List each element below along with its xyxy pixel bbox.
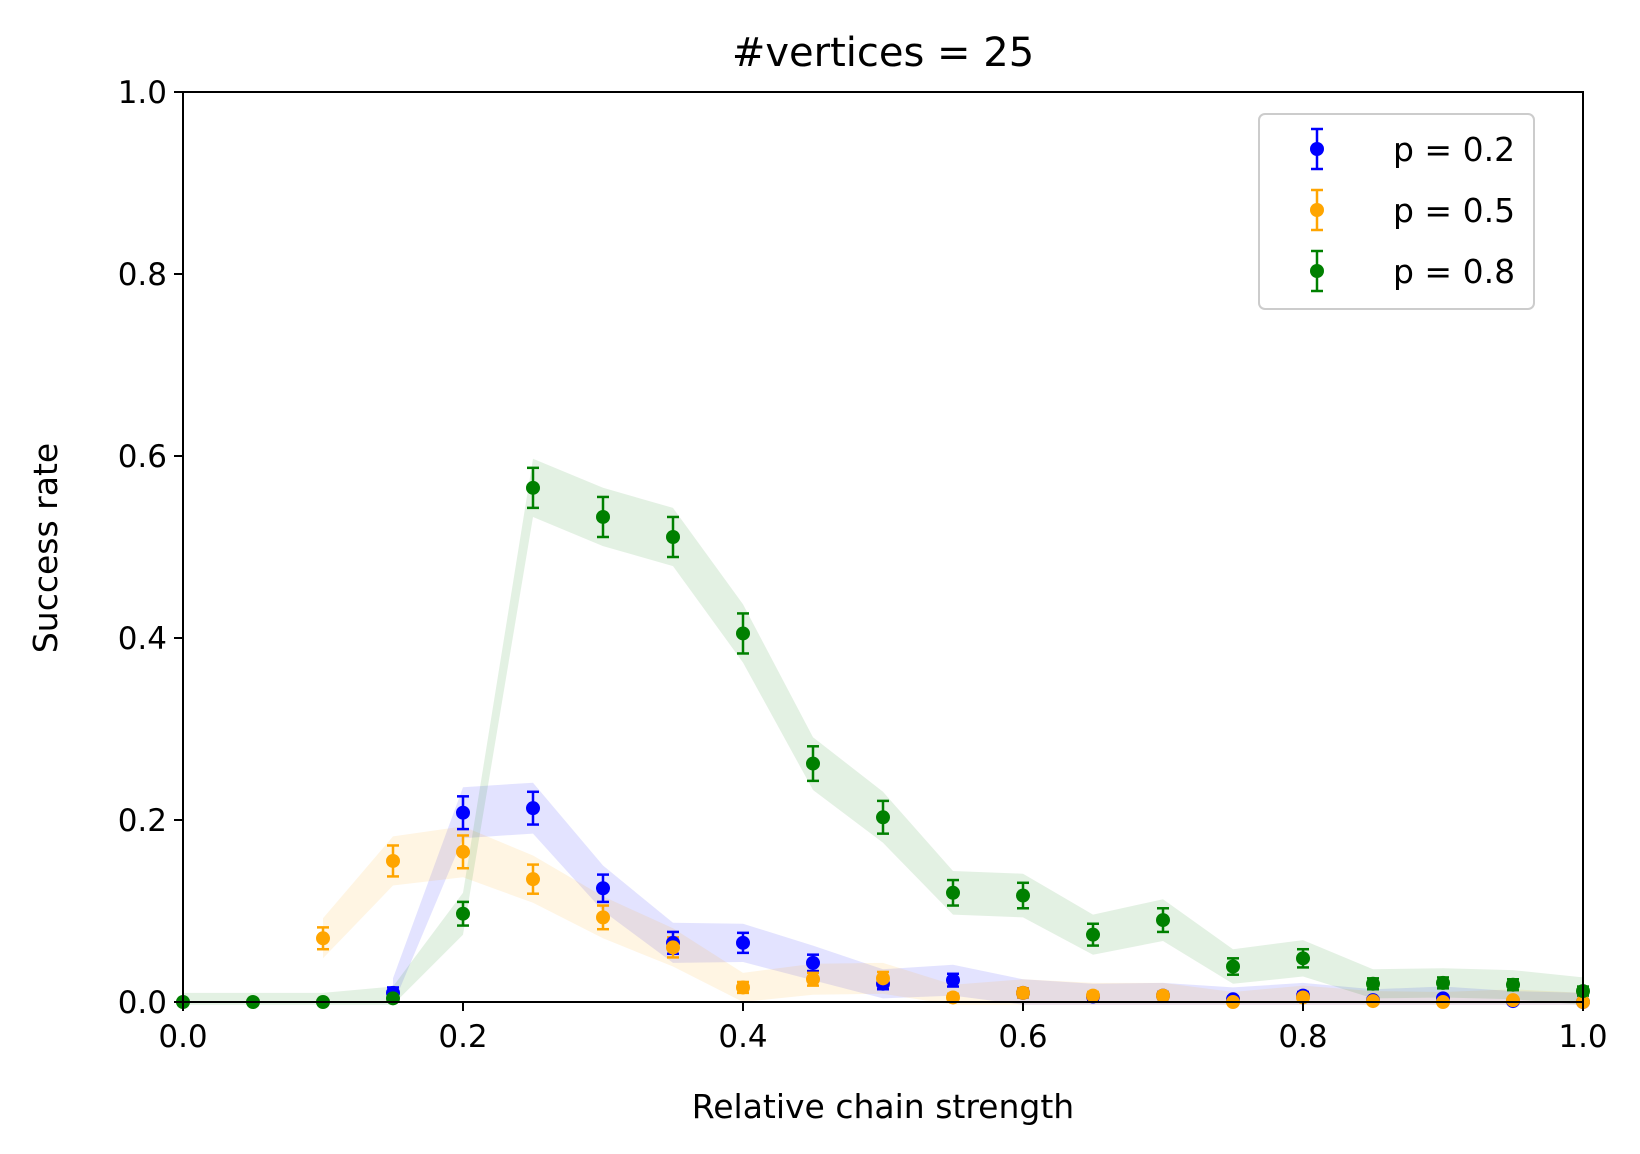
point-s2-8 (736, 626, 750, 641)
x-tick-label-0: 0.0 (158, 1019, 207, 1055)
point-s1-6 (736, 980, 750, 995)
point-s0-5 (736, 935, 750, 950)
x-tick-label-2: 0.4 (718, 1019, 767, 1055)
point-s2-4 (456, 906, 470, 921)
plot-frame (182, 91, 1584, 1003)
point-s1-12 (1156, 988, 1170, 1003)
point-s2-5 (526, 480, 540, 495)
y-tick-label-2: 0.4 (118, 621, 167, 657)
x-tick-label-3: 0.6 (998, 1019, 1047, 1055)
legend-entry-1: p = 0.5 (1310, 188, 1515, 232)
y-axis-label: Success rate (26, 443, 65, 653)
point-s1-3 (526, 872, 540, 887)
point-s1-11 (1086, 988, 1100, 1003)
point-s2-14 (1156, 913, 1170, 928)
legend-marker-1 (1310, 203, 1324, 217)
y-tick-label-0: 0.0 (118, 985, 167, 1021)
x-axis-ticks: 0.0 0.2 0.4 0.6 0.8 1.0 (158, 1002, 1608, 1055)
legend-entry-0: p = 0.2 (1310, 127, 1515, 171)
point-s0-2 (526, 801, 540, 816)
point-s2-7 (666, 529, 680, 544)
point-s1-5 (666, 940, 680, 955)
legend: p = 0.2 p = 0.5 p = 0.8 (1258, 113, 1535, 310)
point-s2-17 (1366, 976, 1380, 991)
point-s1-9 (946, 990, 960, 1005)
point-s1-10 (1016, 985, 1030, 1000)
point-s2-16 (1296, 951, 1310, 966)
point-s2-11 (946, 885, 960, 900)
chart-title: #vertices = 25 (732, 30, 1034, 76)
point-s1-7 (806, 972, 820, 987)
legend-marker-0 (1310, 142, 1324, 156)
band-series-1 (323, 826, 1583, 1005)
point-s2-13 (1086, 927, 1100, 942)
point-s2-10 (876, 810, 890, 825)
point-s0-8 (946, 973, 960, 988)
y-tick-label-5: 1.0 (118, 75, 167, 111)
legend-label-2: p = 0.8 (1393, 252, 1515, 291)
legend-label-0: p = 0.2 (1393, 130, 1515, 169)
point-s0-1 (456, 805, 470, 820)
y-tick-label-1: 0.2 (118, 803, 167, 839)
point-s1-0 (316, 931, 330, 946)
point-s2-3 (386, 991, 400, 1006)
point-s2-9 (806, 756, 820, 771)
y-tick-label-4: 0.8 (118, 257, 167, 293)
band-series-0 (393, 782, 1583, 1005)
data-points (176, 480, 1590, 1009)
point-s2-15 (1226, 959, 1240, 974)
x-axis-label: Relative chain strength (692, 1087, 1074, 1126)
point-s2-18 (1436, 975, 1450, 990)
point-s1-2 (456, 844, 470, 859)
point-s2-6 (596, 509, 610, 524)
y-tick-label-3: 0.6 (118, 439, 167, 475)
x-tick-label-1: 0.2 (438, 1019, 487, 1055)
point-s1-4 (596, 910, 610, 925)
legend-label-1: p = 0.5 (1393, 191, 1515, 230)
x-tick-label-5: 1.0 (1558, 1019, 1607, 1055)
confidence-bands (183, 458, 1583, 1005)
legend-marker-2 (1310, 264, 1324, 278)
y-axis-ticks: 0.0 0.2 0.4 0.6 0.8 1.0 (118, 75, 183, 1021)
point-s1-8 (876, 971, 890, 986)
point-s2-19 (1506, 977, 1520, 992)
x-tick-label-4: 0.8 (1278, 1019, 1327, 1055)
point-s1-14 (1296, 990, 1310, 1005)
point-s1-1 (386, 853, 400, 868)
point-s1-17 (1506, 993, 1520, 1008)
point-s2-12 (1016, 888, 1030, 903)
legend-box (1258, 113, 1535, 310)
legend-entry-2: p = 0.8 (1310, 249, 1515, 293)
point-s0-3 (596, 881, 610, 896)
point-s0-6 (806, 955, 820, 970)
